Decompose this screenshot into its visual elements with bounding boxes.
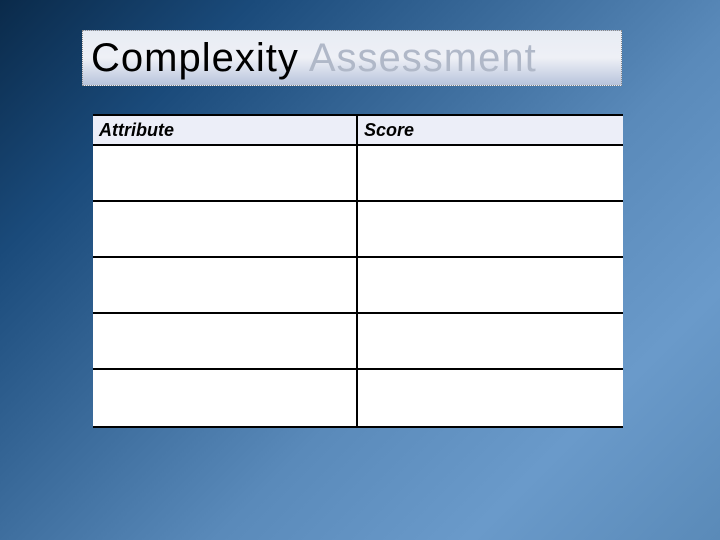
- cell-score: [358, 202, 623, 256]
- cell-attribute: [93, 258, 358, 312]
- table-row: [93, 258, 623, 314]
- title-part-1: Complexity: [91, 36, 299, 81]
- table-row: [93, 202, 623, 258]
- table-row: [93, 146, 623, 202]
- table-row: [93, 314, 623, 370]
- title-part-2: Assessment: [309, 36, 537, 81]
- table-header-score: Score: [358, 116, 623, 144]
- cell-attribute: [93, 314, 358, 368]
- cell-score: [358, 370, 623, 426]
- cell-attribute: [93, 146, 358, 200]
- table-header-attribute: Attribute: [93, 116, 358, 144]
- cell-attribute: [93, 370, 358, 426]
- table-row: [93, 370, 623, 426]
- cell-score: [358, 314, 623, 368]
- cell-score: [358, 258, 623, 312]
- cell-score: [358, 146, 623, 200]
- slide-title-bar: Complexity Assessment: [82, 30, 622, 86]
- cell-attribute: [93, 202, 358, 256]
- table-header-row: Attribute Score: [93, 116, 623, 146]
- assessment-table: Attribute Score: [93, 114, 623, 428]
